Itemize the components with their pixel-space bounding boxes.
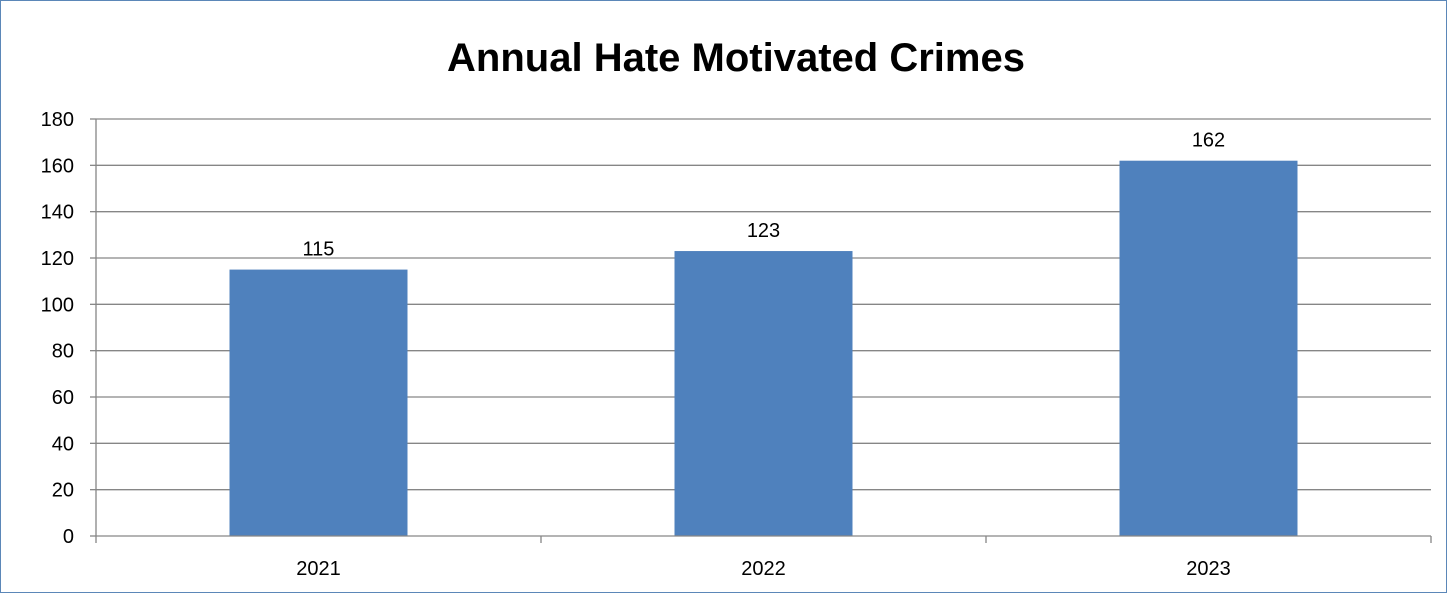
x-tick-label-2021: 2021 bbox=[296, 558, 341, 580]
chart-title: Annual Hate Motivated Crimes bbox=[447, 36, 1025, 80]
data-label-2021: 115 bbox=[303, 239, 335, 261]
y-tick-label: 60 bbox=[52, 387, 74, 409]
labels: 0 20 40 60 80 100 120 140 160 180 115 2021 123 2022 16… bbox=[41, 109, 1231, 580]
y-tick-label: 0 bbox=[63, 526, 74, 548]
y-tick-label: 140 bbox=[41, 202, 74, 224]
data-label-2022: 123 bbox=[747, 220, 780, 242]
y-tick-label: 40 bbox=[52, 433, 74, 455]
bar-2023 bbox=[1119, 160, 1298, 536]
data-label-2023: 162 bbox=[1192, 130, 1225, 152]
axes bbox=[90, 118, 1432, 543]
y-tick-label: 20 bbox=[52, 480, 74, 502]
bars bbox=[229, 160, 1298, 537]
x-tick-label-2022: 2022 bbox=[741, 558, 786, 580]
y-tick-label: 100 bbox=[41, 294, 74, 316]
y-tick-label: 180 bbox=[41, 109, 74, 131]
x-tick-label-2023: 2023 bbox=[1186, 558, 1231, 580]
y-tick-label: 80 bbox=[52, 341, 74, 363]
y-tick-label: 160 bbox=[41, 155, 74, 177]
bar-2021 bbox=[229, 269, 408, 536]
bar-2022 bbox=[674, 251, 853, 537]
y-tick-label: 120 bbox=[41, 248, 74, 270]
